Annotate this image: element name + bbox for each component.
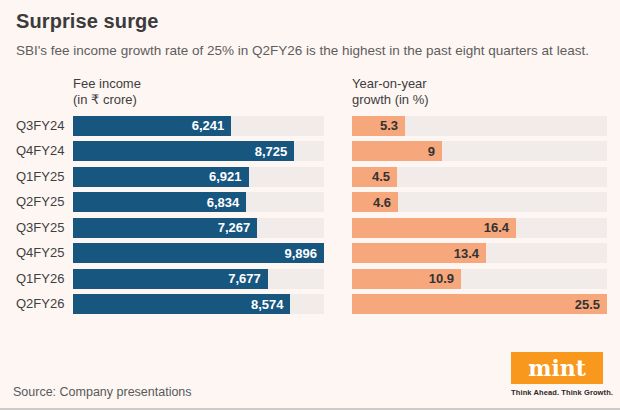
bar-value-label: 25.5	[575, 297, 600, 312]
chart-headers: Fee income (in ₹ crore) Year-on-year gro…	[16, 76, 607, 109]
growth-bar: 10.9	[352, 269, 461, 289]
category-label: Q4FY25	[16, 243, 73, 263]
fee-income-bar: 7,677	[73, 269, 268, 289]
growth-axis-title-line1: Year-on-year	[352, 76, 607, 93]
growth-bar: 13.4	[352, 243, 486, 263]
bar-value-label: 4.6	[373, 195, 391, 210]
fee-income-bar: 6,241	[73, 116, 231, 136]
panel-gap	[324, 141, 352, 161]
bar-value-label: 16.4	[484, 220, 509, 235]
brand-block: mint Think Ahead. Think Growth.	[511, 352, 613, 397]
bar-track: 16.4	[352, 218, 607, 238]
category-label: Q3FY24	[16, 116, 73, 136]
growth-bar: 4.5	[352, 167, 397, 187]
bar-track: 6,921	[73, 167, 324, 187]
panel-gap	[324, 243, 352, 263]
panel-gap	[324, 294, 352, 314]
bar-track: 25.5	[352, 294, 607, 314]
bar-value-label: 7,267	[218, 220, 251, 235]
bar-track: 7,267	[73, 218, 324, 238]
bar-value-label: 5.3	[380, 118, 398, 133]
category-label: Q4FY24	[16, 141, 73, 161]
infographic-card: Surprise surge SBI's fee income growth r…	[0, 0, 620, 410]
bar-track: 6,834	[73, 192, 324, 212]
bar-value-label: 9,896	[284, 246, 317, 261]
fee-income-bar: 9,896	[73, 243, 324, 263]
category-label: Q2FY26	[16, 294, 73, 314]
bar-value-label: 13.4	[454, 246, 479, 261]
fee-income-bar: 8,725	[73, 141, 294, 161]
chart-grid: Q3FY24 6,241 5.3 Q4FY24 8,725 9 Q1FY25 6,921 4.5…	[16, 116, 607, 315]
bar-track: 10.9	[352, 269, 607, 289]
bar-value-label: 6,921	[209, 169, 242, 184]
category-label: Q2FY25	[16, 192, 73, 212]
growth-bar: 9	[352, 141, 442, 161]
growth-bar: 4.6	[352, 192, 398, 212]
bar-track: 4.5	[352, 167, 607, 187]
bar-value-label: 10.9	[429, 271, 454, 286]
bar-track: 7,677	[73, 269, 324, 289]
category-label: Q1FY26	[16, 269, 73, 289]
bar-track: 4.6	[352, 192, 607, 212]
growth-bar: 5.3	[352, 116, 405, 136]
bar-track: 9,896	[73, 243, 324, 263]
fee-income-bar: 7,267	[73, 218, 257, 238]
growth-bar: 16.4	[352, 218, 516, 238]
growth-axis-title: Year-on-year growth (in %)	[352, 76, 607, 109]
bar-track: 13.4	[352, 243, 607, 263]
source-note: Source: Company presentations	[13, 385, 192, 399]
bar-value-label: 6,834	[207, 195, 240, 210]
bar-value-label: 9	[428, 144, 435, 159]
brand-tagline: Think Ahead. Think Growth.	[511, 388, 613, 397]
bar-value-label: 8,574	[251, 297, 284, 312]
bar-track: 8,574	[73, 294, 324, 314]
growth-axis-title-line2: growth (in %)	[352, 92, 607, 109]
bar-track: 9	[352, 141, 607, 161]
chart-subtitle: SBI's fee income growth rate of 25% in Q…	[16, 41, 596, 61]
bar-value-label: 7,677	[228, 271, 261, 286]
panel-gap	[324, 269, 352, 289]
growth-bar: 25.5	[352, 294, 607, 314]
bar-value-label: 4.5	[372, 169, 390, 184]
bar-track: 5.3	[352, 116, 607, 136]
panel-gap	[324, 218, 352, 238]
category-label: Q3FY25	[16, 218, 73, 238]
bar-track: 8,725	[73, 141, 324, 161]
page-title: Surprise surge	[16, 10, 607, 32]
category-label: Q1FY25	[16, 167, 73, 187]
bar-value-label: 6,241	[192, 118, 225, 133]
panel-gap	[324, 167, 352, 187]
panel-gap	[324, 116, 352, 136]
fee-income-axis-title-line1: Fee income	[73, 76, 324, 93]
bar-track: 6,241	[73, 116, 324, 136]
mint-logo-text: mint	[528, 357, 586, 379]
fee-income-bar: 8,574	[73, 294, 290, 314]
fee-income-axis-title: Fee income (in ₹ crore)	[73, 76, 324, 109]
panel-gap	[324, 192, 352, 212]
fee-income-bar: 6,921	[73, 167, 249, 187]
fee-income-bar: 6,834	[73, 192, 246, 212]
fee-income-axis-title-line2: (in ₹ crore)	[73, 92, 324, 109]
bar-value-label: 8,725	[255, 144, 288, 159]
mint-logo: mint	[511, 352, 603, 384]
